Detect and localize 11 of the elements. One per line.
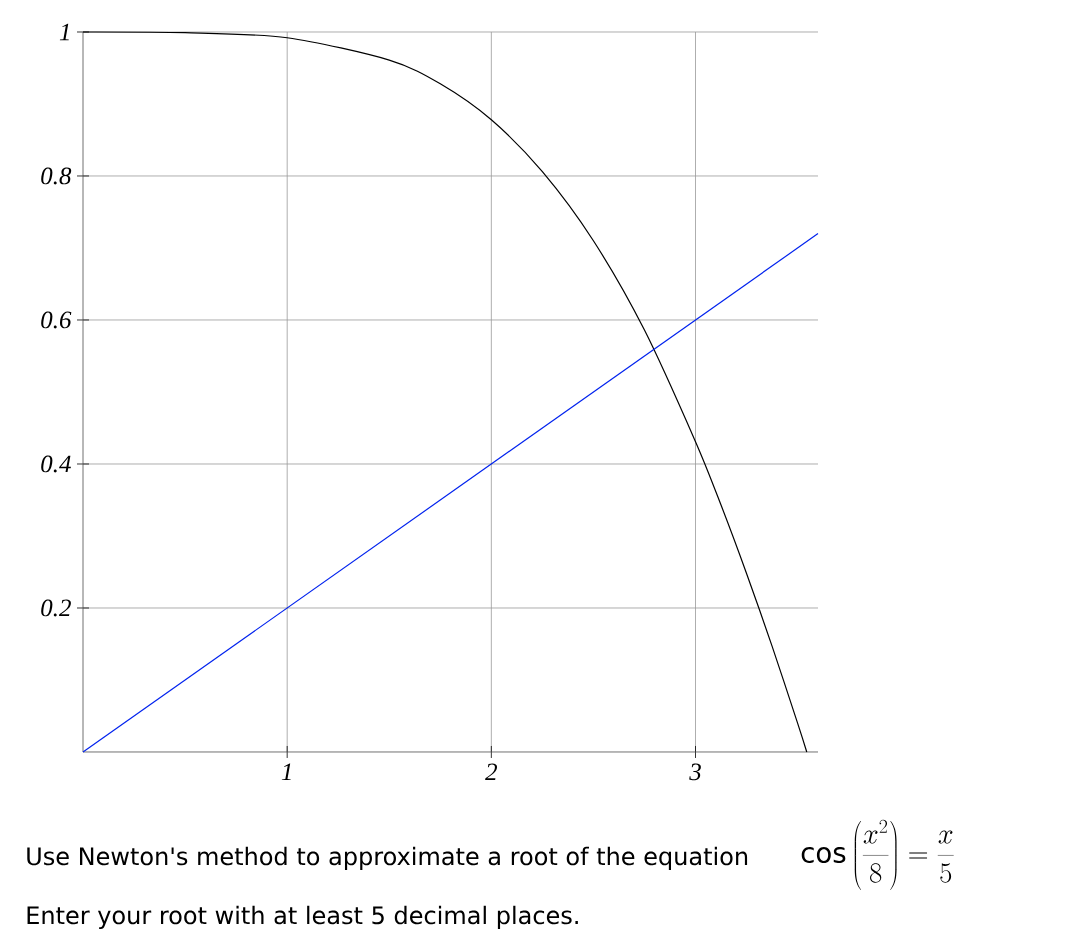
y-tick-label: 0.4 — [41, 455, 71, 473]
y-tick-label: 1 — [59, 23, 69, 41]
text: Enter your root with at least 5 decimal places. — [27, 905, 578, 929]
text: Use Newton's method to approximate a root of the equation — [27, 846, 748, 870]
x-tick-label: 2 — [485, 763, 498, 781]
y-tick-label: 0.8 — [41, 167, 72, 185]
x-tick-label: 3 — [689, 763, 701, 781]
x-tick-label: 1 — [281, 763, 291, 781]
y-tick-label: 0.6 — [41, 311, 72, 329]
text: $\cos\left(\frac{x^{2}}{8}\right)=\frac{x}{5}$ — [801, 819, 954, 890]
y-tick-label: 0.2 — [41, 599, 71, 617]
